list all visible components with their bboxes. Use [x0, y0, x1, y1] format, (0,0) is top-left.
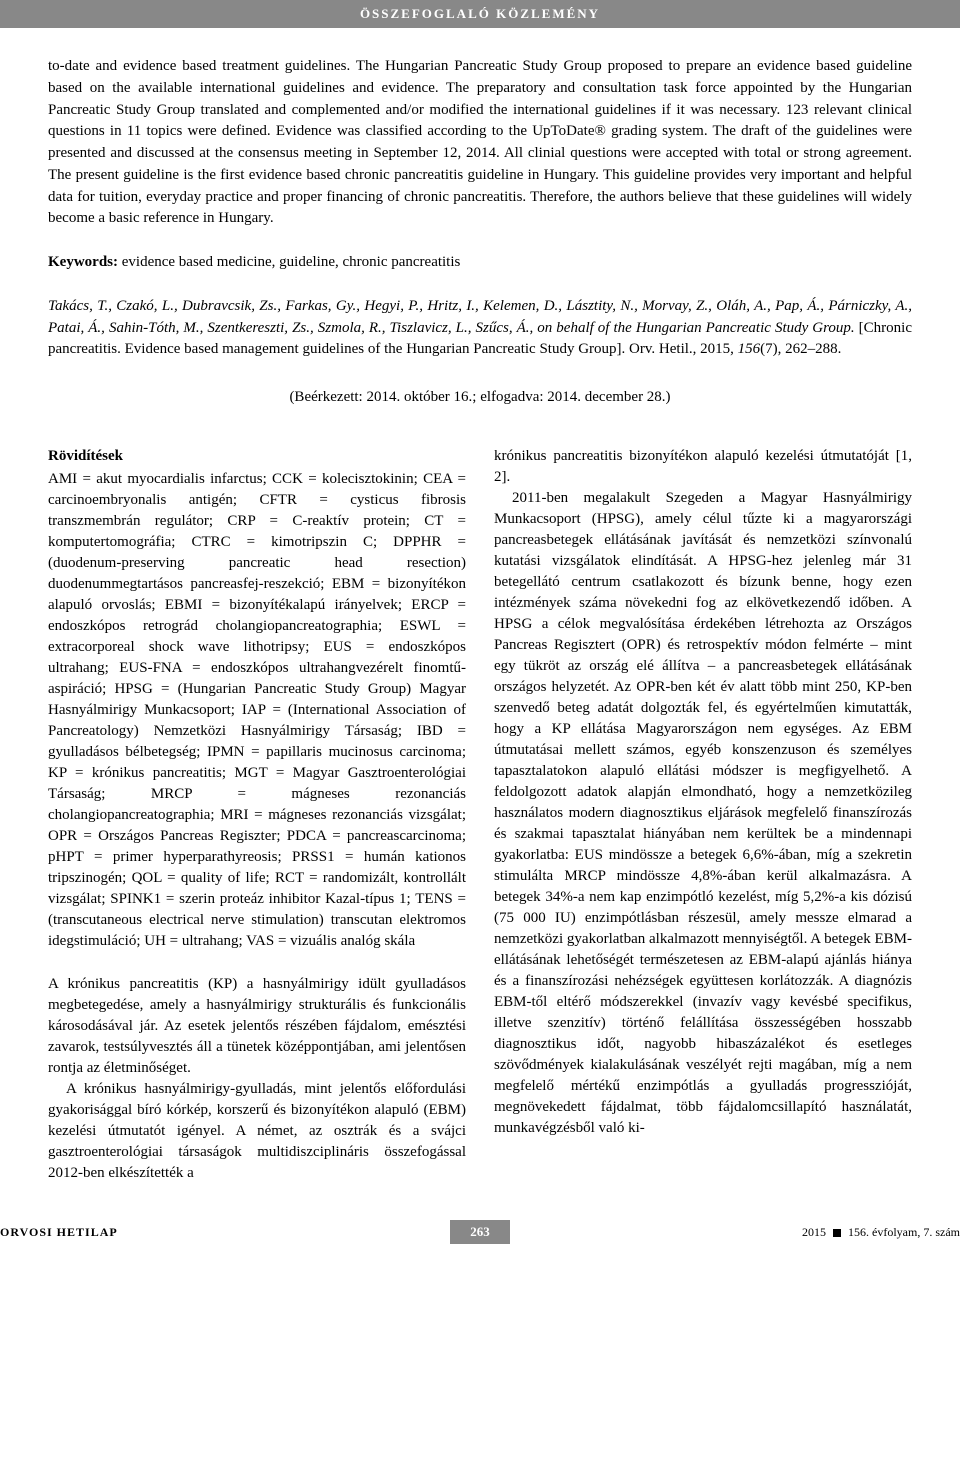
- left-column: Rövidítések AMI = akut myocardialis infa…: [48, 446, 466, 1184]
- section-header: ÖSSZEFOGLALÓ KÖZLEMÉNY: [0, 0, 960, 28]
- keywords-text: evidence based medicine, guideline, chro…: [118, 254, 460, 270]
- author-names: Takács, T., Czakó, L., Dubravcsik, Zs., …: [48, 298, 912, 336]
- right-column: krónikus pancreatitis bizonyítékon alapu…: [494, 446, 912, 1184]
- intro-paragraph-2: A krónikus hasnyálmirigy-gyulladás, mint…: [48, 1079, 466, 1184]
- right-paragraph-1: krónikus pancreatitis bizonyítékon alapu…: [494, 446, 912, 488]
- keywords-line: Keywords: evidence based medicine, guide…: [48, 252, 912, 274]
- keywords-label: Keywords:: [48, 254, 118, 270]
- abstract-text: to-date and evidence based treatment gui…: [48, 56, 912, 230]
- footer-journal: ORVOSI HETILAP: [0, 1225, 450, 1240]
- right-paragraph-2: 2011-ben megalakult Szegeden a Magyar Ha…: [494, 488, 912, 1139]
- square-icon: [833, 1229, 841, 1237]
- submission-dates: (Beérkezett: 2014. október 16.; elfogadv…: [48, 389, 912, 406]
- footer-page-number: 263: [450, 1220, 510, 1244]
- abbreviations-title: Rövidítések: [48, 446, 466, 467]
- citation-issue: (7), 262–288.: [760, 341, 841, 357]
- two-column-body: Rövidítések AMI = akut myocardialis infa…: [48, 446, 912, 1184]
- citation-volume: 156: [738, 341, 761, 357]
- footer-issue: 2015 156. évfolyam, 7. szám: [510, 1225, 960, 1240]
- page-footer: ORVOSI HETILAP 263 2015 156. évfolyam, 7…: [0, 1220, 960, 1244]
- intro-paragraph-1: A krónikus pancreatitis (KP) a hasnyálmi…: [48, 974, 466, 1079]
- abbreviations-text: AMI = akut myocardialis infarctus; CCK =…: [48, 469, 466, 952]
- authors-citation: Takács, T., Czakó, L., Dubravcsik, Zs., …: [48, 296, 912, 361]
